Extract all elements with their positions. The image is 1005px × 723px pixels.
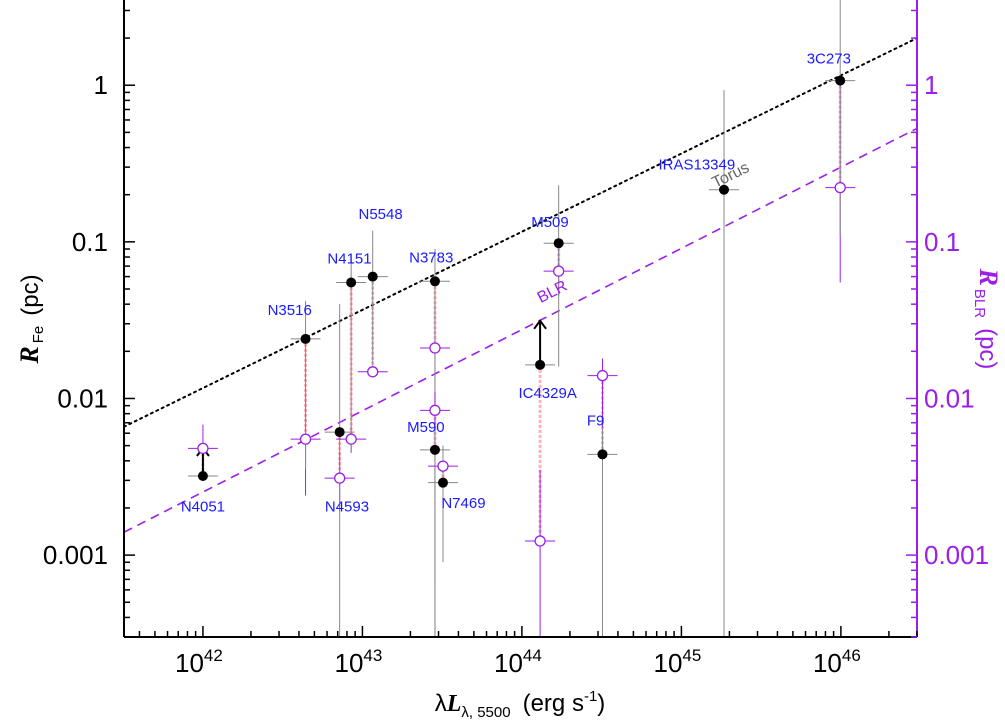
fe-point-3c273: [835, 75, 846, 86]
data-points: [196, 75, 846, 547]
fe-point-iras13349: [719, 184, 730, 195]
object-labels: TorusBLRN4051N3516N4593N4151N5548N3783M5…: [181, 50, 851, 515]
blr-point-n3516: [299, 433, 312, 445]
fe-point-n3516: [300, 333, 311, 344]
fe-point-ic4329a: [535, 359, 546, 370]
y-right-tick-label: 0.01: [924, 383, 975, 413]
y-right-tick-label: 1: [924, 70, 938, 100]
object-label-f9: F9: [587, 413, 605, 430]
tick-labels: 1042 1043 1044 1045 1046 0.001 0.001 0.01 0.01 0.…: [43, 70, 989, 678]
y-axis-title-right: RBLR(pc): [971, 268, 1003, 370]
reference-lines: [124, 37, 917, 533]
fe-point-m590: [429, 444, 440, 455]
blr-point-n4593: [334, 472, 346, 484]
blr-point-n7469: [437, 460, 449, 472]
object-label-m509: M509: [531, 214, 569, 231]
object-label-ic4329a: IC4329A: [518, 385, 576, 402]
x-tick-label: 1046: [813, 646, 861, 678]
axes: [123, 0, 918, 638]
fe-point-n4151: [346, 277, 357, 288]
x-tick-label: 1042: [175, 646, 223, 678]
object-label-n5548: N5548: [358, 206, 402, 223]
blr-point-3c273: [834, 181, 846, 194]
blr-point-n4151: [345, 433, 357, 445]
object-label-n4151: N4151: [327, 250, 371, 267]
axis-titles: λLλ, 5500 (erg s-1) RFe(pc) RBLR(pc): [15, 268, 1003, 721]
x-tick-label: 1045: [653, 646, 701, 678]
object-label-n7469: N7469: [441, 495, 485, 512]
label-blr-line: BLR: [535, 278, 570, 307]
y-axis-title-left: RFe(pc): [15, 274, 47, 364]
fe-point-m509: [553, 238, 564, 249]
object-label-n4051: N4051: [181, 498, 225, 515]
y-right-tick-label: 0.1: [924, 227, 960, 257]
object-label-m590: M590: [407, 419, 445, 436]
fe-point-n3783: [429, 276, 440, 287]
line-blr: [124, 127, 917, 533]
blr-point-n3783: [429, 342, 441, 354]
y-right-tick-label: 0.001: [924, 540, 989, 570]
line-torus: [124, 37, 917, 428]
y-left-tick-label: 0.001: [43, 540, 108, 570]
x-axis-title: λLλ, 5500 (erg s-1): [435, 688, 606, 721]
y-left-tick-label: 0.01: [57, 383, 108, 413]
blr-point-f9: [596, 369, 609, 382]
fe-point-f9: [597, 449, 608, 460]
x-tick-label: 1044: [494, 646, 542, 678]
fe-point-n4051: [197, 470, 208, 481]
blr-point-m590: [429, 404, 441, 416]
object-label-iras13349: IRAS13349: [658, 156, 735, 173]
fe-point-n5548: [367, 271, 378, 282]
object-label-3c273: 3C273: [807, 50, 851, 67]
blr-point-m509: [553, 265, 565, 277]
blr-point-n5548: [367, 366, 379, 378]
fe-point-n7469: [437, 477, 448, 488]
lower-limit-arrowhead-ic4329a: [533, 319, 547, 330]
blr-point-n4051: [197, 442, 209, 455]
y-left-tick-label: 1: [94, 70, 108, 100]
y-left-tick-label: 0.1: [72, 227, 108, 257]
fe-point-n4593: [334, 427, 345, 438]
object-label-n4593: N4593: [325, 498, 369, 515]
blr-point-ic4329a: [534, 535, 546, 547]
object-label-n3516: N3516: [268, 302, 312, 319]
object-label-n3783: N3783: [409, 249, 453, 266]
x-tick-label: 1043: [334, 646, 382, 678]
